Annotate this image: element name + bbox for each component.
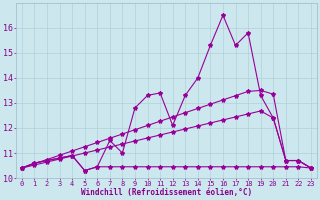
X-axis label: Windchill (Refroidissement éolien,°C): Windchill (Refroidissement éolien,°C) [81,188,252,197]
